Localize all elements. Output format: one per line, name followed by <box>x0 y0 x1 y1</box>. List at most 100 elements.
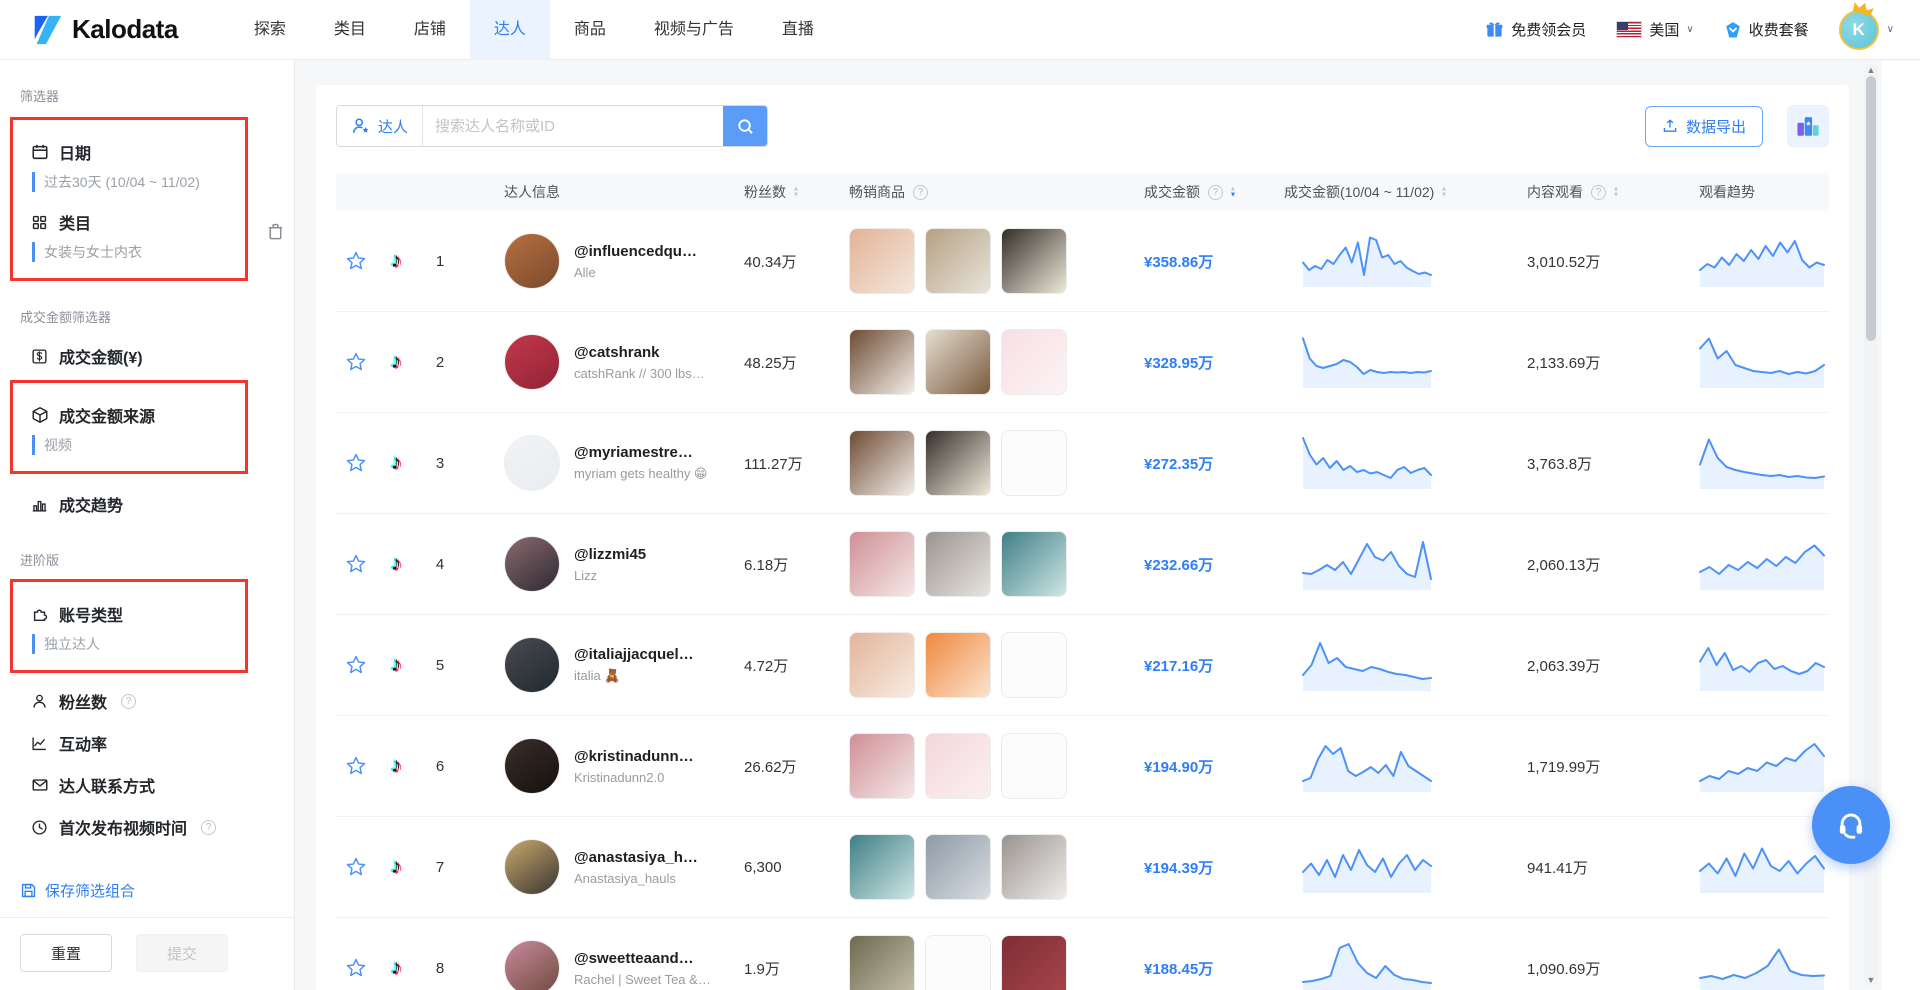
trash-icon[interactable] <box>266 222 285 246</box>
favorite-star-icon[interactable] <box>345 755 367 777</box>
filter-account-type-value[interactable]: 独立达人 <box>32 634 245 654</box>
help-icon[interactable]: ? <box>913 184 928 200</box>
nav-item-3[interactable]: 达人 <box>469 0 550 60</box>
creator-handle[interactable]: @sweetteaand… <box>574 949 694 967</box>
filter-date[interactable]: 日期 <box>30 140 245 164</box>
creator-info[interactable]: @catshrank catshRank // 300 lbs… <box>464 334 744 390</box>
user-menu[interactable]: K ∨ <box>1838 1 1894 50</box>
product-thumbnail[interactable] <box>1001 329 1067 395</box>
search-input[interactable] <box>423 117 723 135</box>
kalodata-logo[interactable]: Kalodata <box>30 13 178 47</box>
help-icon[interactable]: ? <box>1208 184 1223 200</box>
product-thumbnail[interactable] <box>849 329 915 395</box>
favorite-button[interactable] <box>336 250 376 272</box>
vertical-scrollbar[interactable]: ▲ ▼ <box>1864 64 1878 986</box>
creator-info[interactable]: @influencedqu… Alle <box>464 233 744 289</box>
gmv-amount[interactable]: ¥272.35万 <box>1144 455 1214 473</box>
creator-info[interactable]: @kristinadunn… Kristinadunn2.0 <box>464 738 744 794</box>
filter-account-type[interactable]: 账号类型 <box>30 602 245 626</box>
creator-info[interactable]: @sweetteaand… Rachel | Sweet Tea &… <box>464 940 744 990</box>
data-export-button[interactable]: 数据导出 <box>1644 105 1763 147</box>
product-thumbnail[interactable] <box>925 329 991 395</box>
creator-info[interactable]: @myriamestre… myriam gets healthy 😁 <box>464 435 744 491</box>
pricing-plans-button[interactable]: 收费套餐 <box>1724 19 1809 40</box>
avatar[interactable] <box>504 839 560 895</box>
favorite-button[interactable] <box>336 957 376 979</box>
scroll-down-arrow[interactable]: ▼ <box>1866 975 1876 985</box>
filter-first-video-time[interactable]: 首次发布视频时间 ? <box>30 815 294 839</box>
product-thumbnail[interactable] <box>849 430 915 496</box>
nav-item-5[interactable]: 视频与广告 <box>653 20 734 38</box>
product-thumbnail[interactable] <box>849 228 915 294</box>
product-thumbnail[interactable] <box>1001 935 1067 990</box>
gmv-amount[interactable]: ¥188.45万 <box>1144 960 1214 978</box>
nav-item-6[interactable]: 直播 <box>781 20 814 38</box>
avatar[interactable] <box>504 637 560 693</box>
favorite-button[interactable] <box>336 452 376 474</box>
product-thumbnail[interactable] <box>925 228 991 294</box>
reset-button[interactable]: 重置 <box>20 934 112 972</box>
favorite-star-icon[interactable] <box>345 553 367 575</box>
product-thumbnail[interactable] <box>1001 834 1067 900</box>
favorite-button[interactable] <box>336 351 376 373</box>
favorite-star-icon[interactable] <box>345 452 367 474</box>
creator-handle[interactable]: @lizzmi45 <box>574 545 647 563</box>
creator-handle[interactable]: @myriamestre… <box>574 444 693 461</box>
nav-item-4[interactable]: 商品 <box>573 20 606 38</box>
product-thumbnail[interactable] <box>1001 228 1067 294</box>
sort-arrows-icon[interactable]: ▲ ▼ <box>1440 184 1448 199</box>
filter-engagement[interactable]: 互动率 <box>30 731 294 755</box>
favorite-star-icon[interactable] <box>345 654 367 676</box>
sort-arrows-icon[interactable]: ▲ ▼ <box>1229 184 1237 199</box>
avatar[interactable] <box>504 738 560 794</box>
filter-contact[interactable]: 达人联系方式 <box>30 773 294 797</box>
column-header-1[interactable]: 粉丝数 ▲ ▼ <box>744 184 800 200</box>
submit-button[interactable]: 提交 <box>136 934 228 972</box>
chart-view-button[interactable] <box>1787 105 1829 147</box>
column-header-5[interactable]: 内容观看? ▲ ▼ <box>1527 184 1620 200</box>
product-thumbnail[interactable] <box>849 632 915 698</box>
avatar[interactable] <box>504 536 560 592</box>
gmv-amount[interactable]: ¥194.90万 <box>1144 758 1214 776</box>
favorite-button[interactable] <box>336 755 376 777</box>
search-button[interactable] <box>723 106 767 146</box>
avatar[interactable] <box>504 435 560 491</box>
product-thumbnail[interactable] <box>849 935 915 990</box>
creator-info[interactable]: @lizzmi45 Lizz <box>464 536 744 592</box>
product-thumbnail[interactable] <box>849 834 915 900</box>
support-button[interactable] <box>1812 786 1890 864</box>
product-thumbnail[interactable] <box>925 632 991 698</box>
help-icon[interactable]: ? <box>201 819 217 835</box>
creator-info[interactable]: @anastasiya_h… Anastasiya_hauls <box>464 839 744 895</box>
nav-item-0[interactable]: 探索 <box>253 20 286 38</box>
product-thumbnail[interactable] <box>849 733 915 799</box>
creator-handle[interactable]: @italiajjacquel… <box>574 646 694 663</box>
filter-gmv-source-value[interactable]: 视频 <box>32 435 245 455</box>
product-thumbnail[interactable] <box>1001 531 1067 597</box>
favorite-button[interactable] <box>336 654 376 676</box>
favorite-button[interactable] <box>336 856 376 878</box>
sort-arrows-icon[interactable]: ▲ ▼ <box>1612 184 1620 199</box>
filter-gmv-source[interactable]: 成交金额来源 <box>30 403 245 427</box>
creator-handle[interactable]: @catshrank <box>574 343 660 361</box>
favorite-star-icon[interactable] <box>345 351 367 373</box>
save-filter-combo-link[interactable]: 保存筛选组合 <box>20 880 294 901</box>
filter-gmv-trend[interactable]: 成交趋势 <box>30 492 294 516</box>
creator-handle[interactable]: @anastasiya_h… <box>574 848 698 866</box>
gmv-amount[interactable]: ¥328.95万 <box>1144 354 1214 372</box>
help-icon[interactable]: ? <box>121 693 137 709</box>
gmv-amount[interactable]: ¥358.86万 <box>1144 253 1214 271</box>
creator-info[interactable]: @italiajjacquel… italia 🧸 <box>464 637 744 693</box>
entity-type-chip[interactable]: 达人 <box>337 106 424 146</box>
scrollbar-thumb[interactable] <box>1866 76 1876 341</box>
region-selector[interactable]: 美国 ∨ <box>1616 19 1694 40</box>
avatar[interactable] <box>504 233 560 289</box>
favorite-star-icon[interactable] <box>345 957 367 979</box>
column-header-4[interactable]: 成交金额(10/04 ~ 11/02) ▲ ▼ <box>1284 184 1448 200</box>
filter-category-value[interactable]: 女装与女士内衣 <box>32 242 245 262</box>
avatar[interactable] <box>504 334 560 390</box>
filter-gmv[interactable]: 成交金额(¥) <box>30 344 294 368</box>
filter-followers[interactable]: 粉丝数 ? <box>30 689 294 713</box>
gmv-amount[interactable]: ¥232.66万 <box>1144 556 1214 574</box>
product-thumbnail[interactable] <box>925 834 991 900</box>
